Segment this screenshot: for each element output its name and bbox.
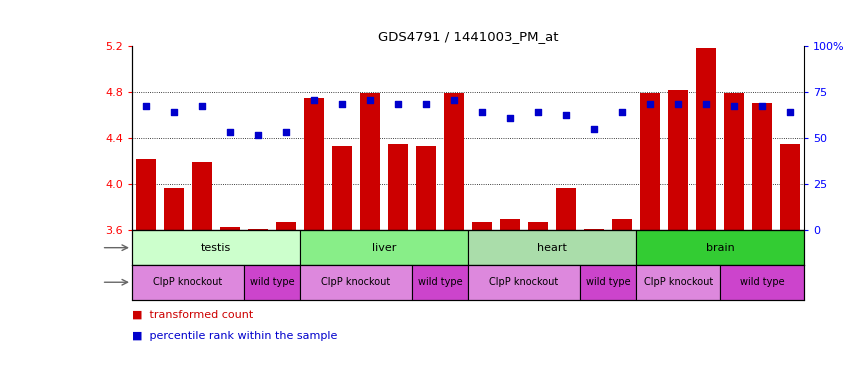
Point [475,109,488,115]
Point [195,103,208,109]
Bar [132,230,300,265]
Point [279,129,293,136]
Bar [416,146,436,230]
Text: wild type: wild type [585,277,631,287]
Point [615,109,629,115]
Point [700,101,713,107]
Bar [388,144,408,230]
Text: ClpP knockout: ClpP knockout [153,277,223,287]
Text: ■  transformed count: ■ transformed count [132,310,253,320]
Text: wild type: wild type [740,277,785,287]
Point [420,101,433,107]
Bar [752,103,772,230]
Point [251,132,265,138]
Point [167,109,180,115]
Point [531,109,545,115]
Bar [132,265,244,300]
Text: ClpP knockout: ClpP knockout [643,277,713,287]
Text: ■  percentile rank within the sample: ■ percentile rank within the sample [132,331,337,341]
Bar [444,93,464,230]
Bar [724,93,744,230]
Bar [472,222,492,230]
Point [728,103,741,109]
Bar [468,230,636,265]
Bar [500,219,520,230]
Bar [136,159,156,230]
Point [139,103,152,109]
Bar [412,265,468,300]
Text: brain: brain [705,243,734,253]
Point [448,97,461,103]
Point [223,129,237,136]
Point [559,112,573,118]
Point [587,126,601,132]
Bar [277,222,296,230]
Bar [720,265,804,300]
Bar [640,93,660,230]
Bar [780,144,800,230]
Bar [332,146,351,230]
Bar [528,222,548,230]
Point [784,109,797,115]
Bar [360,93,380,230]
Point [335,101,349,107]
Bar [300,265,412,300]
Point [671,101,685,107]
Bar [585,229,604,230]
Text: liver: liver [372,243,397,253]
Bar [304,98,323,230]
Title: GDS4791 / 1441003_PM_at: GDS4791 / 1441003_PM_at [378,30,558,43]
Point [391,101,405,107]
Bar [636,265,720,300]
Text: heart: heart [537,243,567,253]
Bar [220,227,240,230]
Bar [248,229,268,230]
Point [363,97,377,103]
Text: wild type: wild type [418,277,462,287]
Bar [164,188,184,230]
Text: wild type: wild type [249,277,294,287]
Point [503,114,517,121]
Bar [557,188,576,230]
Bar [636,230,804,265]
Bar [300,230,468,265]
Text: testis: testis [201,243,231,253]
Bar [244,265,300,300]
Text: ClpP knockout: ClpP knockout [489,277,559,287]
Bar [192,162,212,230]
Bar [468,265,580,300]
Point [643,101,657,107]
Point [756,103,769,109]
Bar [696,48,716,230]
Text: ClpP knockout: ClpP knockout [322,277,391,287]
Bar [613,219,632,230]
Bar [668,90,688,230]
Bar [580,265,637,300]
Point [307,97,321,103]
